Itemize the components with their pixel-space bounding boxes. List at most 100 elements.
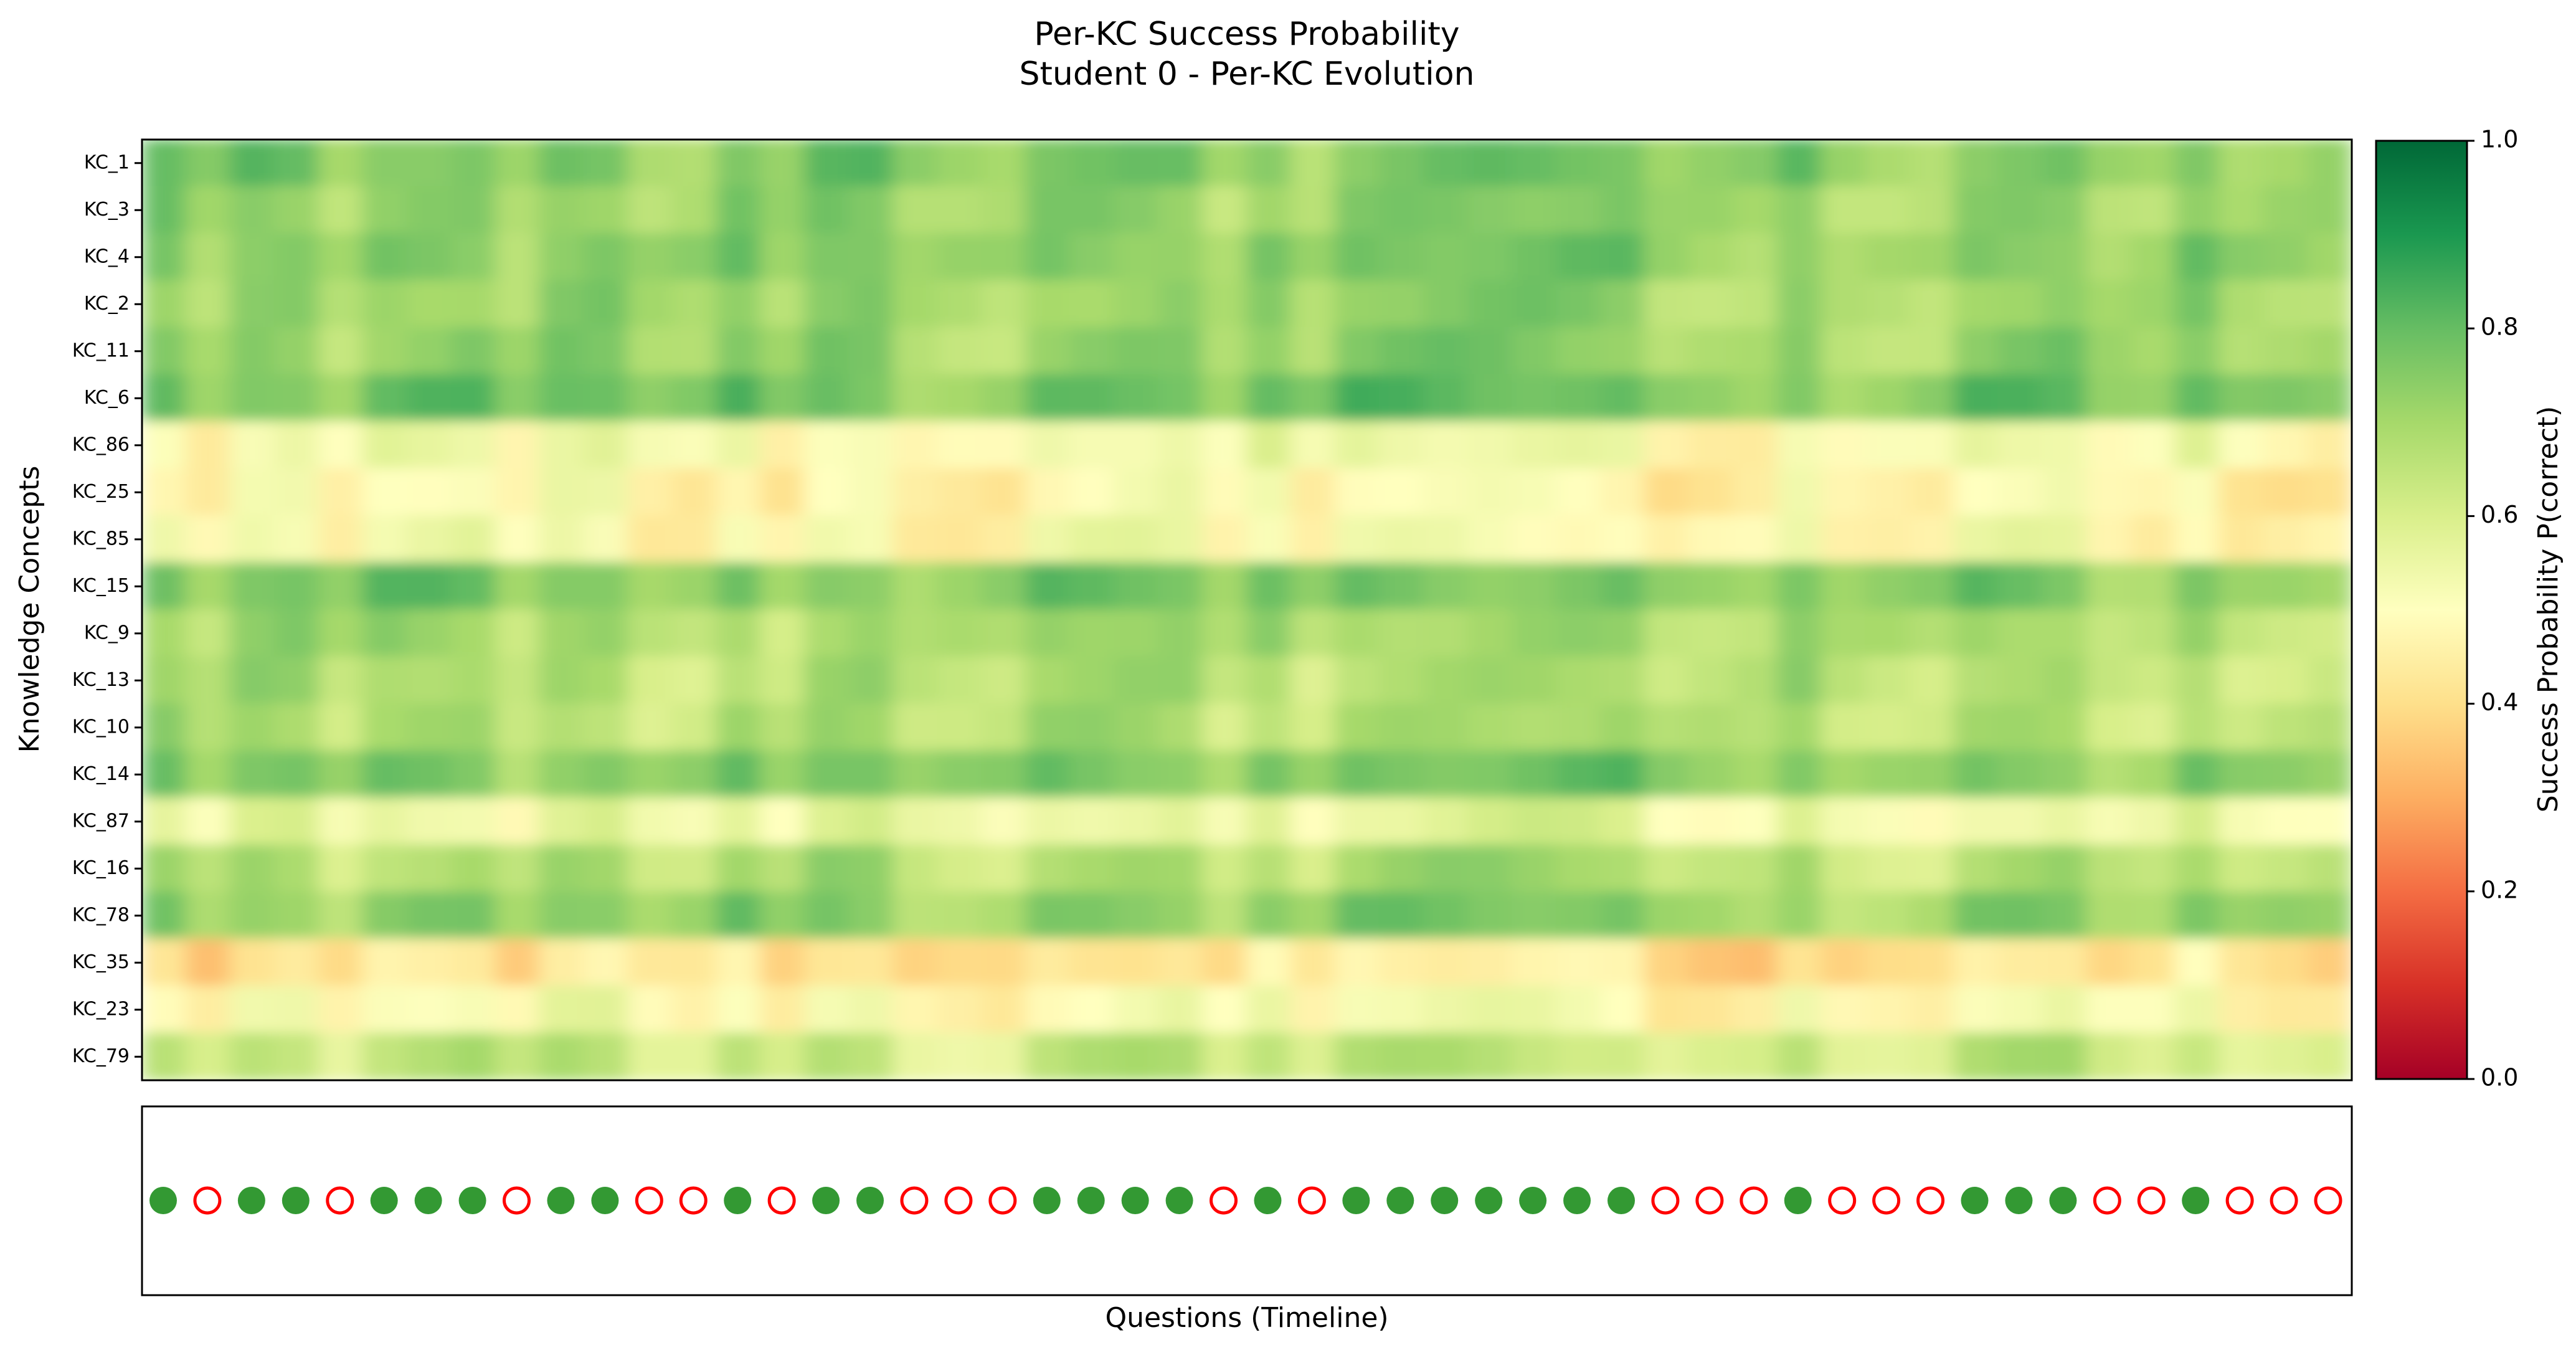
heatmap-cell: [1953, 844, 1999, 893]
heatmap-cell: [1423, 562, 1469, 611]
heatmap-cell: [981, 750, 1027, 799]
heatmap-cell: [2042, 327, 2088, 376]
heatmap-cell: [1909, 938, 1955, 987]
heatmap-cell: [1865, 515, 1911, 564]
heatmap-cell: [1555, 421, 1601, 470]
heatmap-cell: [848, 1032, 894, 1080]
heatmap-cell: [1114, 891, 1160, 940]
y-tick-label: KC_6: [84, 387, 130, 409]
heatmap-cell: [760, 703, 806, 752]
heatmap-cell: [142, 140, 187, 188]
heatmap-cell: [2307, 140, 2352, 188]
heatmap-cell: [1069, 327, 1115, 376]
incorrect-answer-marker: [1297, 1186, 1326, 1215]
heatmap-cell: [1069, 233, 1115, 282]
heatmap-cell: [1423, 844, 1469, 893]
heatmap-cell: [1732, 515, 1778, 564]
heatmap-cell: [1246, 986, 1292, 1034]
heatmap-cell: [1025, 421, 1071, 470]
heatmap-cell: [142, 327, 187, 376]
heatmap-cell: [716, 986, 762, 1034]
heatmap-cell: [186, 703, 231, 752]
heatmap-cell: [937, 562, 983, 611]
heatmap-cell: [142, 609, 187, 658]
correct-answer-marker: [1033, 1187, 1061, 1214]
heatmap-cell: [1290, 938, 1336, 987]
heatmap-cell: [2307, 1032, 2352, 1080]
heatmap-cell: [1555, 986, 1601, 1034]
heatmap-cell: [318, 986, 364, 1034]
heatmap-cell: [671, 891, 717, 940]
heatmap-cell: [142, 844, 187, 893]
heatmap-cell: [1953, 186, 1999, 234]
heatmap-cell: [1202, 140, 1248, 188]
heatmap-cell: [2263, 468, 2309, 516]
heatmap-cell: [2307, 515, 2352, 564]
heatmap-cell: [1025, 186, 1071, 234]
heatmap-cell: [1114, 656, 1160, 705]
heatmap-cell: [893, 797, 939, 846]
heatmap-cell: [1511, 891, 1557, 940]
heatmap-cell: [981, 703, 1027, 752]
heatmap-cell: [406, 186, 452, 234]
heatmap-cell: [1688, 233, 1734, 282]
heatmap-cell: [1467, 515, 1513, 564]
heatmap-cell: [2307, 327, 2352, 376]
heatmap-cell: [848, 468, 894, 516]
heatmap-cell: [1865, 421, 1911, 470]
heatmap-cell: [2174, 280, 2220, 328]
heatmap-cell: [1599, 891, 1646, 940]
heatmap-cell: [1599, 844, 1646, 893]
heatmap-cell: [1953, 140, 1999, 188]
heatmap-cell: [229, 468, 275, 516]
heatmap-cell: [627, 891, 673, 940]
heatmap-cell: [1158, 421, 1204, 470]
heatmap-cell: [1511, 186, 1557, 234]
heatmap-cell: [1378, 891, 1424, 940]
heatmap-cell: [142, 797, 187, 846]
heatmap-cell: [627, 515, 673, 564]
heatmap-cell: [627, 374, 673, 422]
heatmap-cell: [1378, 750, 1424, 799]
heatmap-cell: [583, 468, 629, 516]
incorrect-answer-marker: [679, 1186, 708, 1215]
heatmap-cell: [1865, 844, 1911, 893]
incorrect-answer-marker: [2137, 1186, 2166, 1215]
heatmap-cell: [1732, 750, 1778, 799]
heatmap-cell: [1909, 844, 1955, 893]
incorrect-answer-marker: [1651, 1186, 1680, 1215]
heatmap-cell: [760, 750, 806, 799]
heatmap-cell: [450, 656, 496, 705]
heatmap-cell: [1909, 609, 1955, 658]
heatmap-cell: [318, 891, 364, 940]
heatmap-cell: [273, 374, 320, 422]
heatmap-cell: [937, 703, 983, 752]
heatmap-cell: [1202, 891, 1248, 940]
heatmap-cell: [1909, 1032, 1955, 1080]
timeline-frame: [141, 1105, 2353, 1296]
heatmap-cell: [1688, 562, 1734, 611]
heatmap-cell: [1644, 797, 1690, 846]
heatmap-cell: [362, 233, 408, 282]
heatmap-cell: [1909, 703, 1955, 752]
heatmap-cell: [716, 562, 762, 611]
heatmap-cell: [1467, 609, 1513, 658]
heatmap-cell: [1599, 750, 1646, 799]
heatmap-cell: [1025, 891, 1071, 940]
heatmap-cell: [583, 374, 629, 422]
heatmap-cell: [273, 703, 320, 752]
heatmap-cell: [539, 468, 585, 516]
heatmap-cell: [2086, 515, 2132, 564]
heatmap-cell: [671, 421, 717, 470]
heatmap-cell: [627, 233, 673, 282]
heatmap-cell: [1467, 280, 1513, 328]
heatmap-cell: [362, 140, 408, 188]
heatmap-cell: [2218, 703, 2265, 752]
heatmap-cell: [760, 986, 806, 1034]
heatmap-cell: [186, 1032, 231, 1080]
heatmap-cell: [893, 374, 939, 422]
heatmap-cell: [1644, 374, 1690, 422]
y-tick-label: KC_87: [72, 810, 130, 832]
heatmap-cell: [627, 140, 673, 188]
heatmap-cell: [1909, 891, 1955, 940]
